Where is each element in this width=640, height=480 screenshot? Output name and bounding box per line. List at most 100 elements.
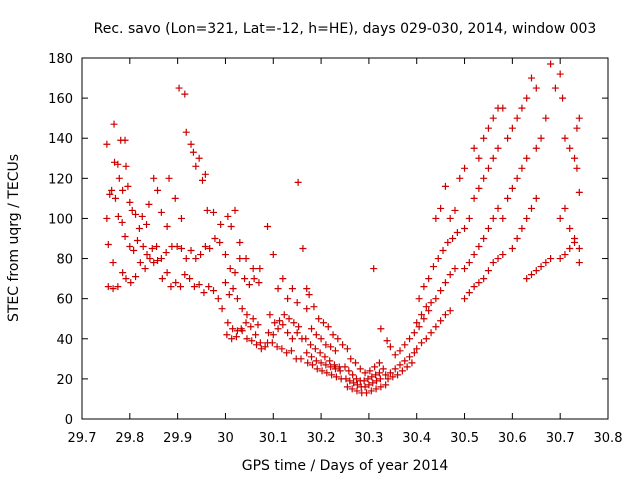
data-point [275, 317, 283, 325]
data-point [532, 267, 540, 275]
data-point [499, 104, 507, 112]
data-point [326, 357, 334, 365]
data-point [216, 239, 224, 247]
data-point [422, 335, 430, 343]
data-point [475, 184, 483, 192]
data-point [322, 361, 330, 369]
data-point [232, 333, 240, 341]
data-point [106, 190, 114, 198]
data-point [480, 235, 488, 242]
data-point [513, 235, 521, 242]
data-point [162, 249, 170, 257]
data-point [210, 208, 217, 216]
data-point [211, 235, 219, 242]
x-tick-label: 30.6 [498, 431, 527, 446]
data-point [293, 329, 301, 337]
data-point [336, 367, 344, 375]
y-tick-label: 180 [48, 52, 73, 67]
data-point [226, 265, 234, 273]
data-point [489, 114, 497, 122]
y-tick-label: 60 [56, 293, 73, 308]
data-point [499, 214, 507, 222]
data-point [287, 347, 295, 355]
data-point [127, 279, 135, 287]
data-point [345, 367, 353, 375]
data-point [135, 224, 143, 232]
data-point [249, 265, 257, 273]
data-point [465, 214, 473, 222]
data-point [415, 295, 423, 303]
data-point [278, 345, 286, 353]
data-point [104, 241, 112, 249]
data-point [303, 349, 311, 357]
data-point [150, 259, 158, 267]
data-point [456, 174, 464, 182]
x-tick-label: 30.5 [450, 431, 479, 446]
data-point [294, 178, 302, 186]
data-point [110, 120, 118, 128]
data-point [241, 275, 249, 283]
data-point [253, 341, 261, 349]
data-point [114, 212, 122, 220]
data-point [386, 369, 394, 377]
data-point [461, 164, 469, 172]
data-point [418, 311, 426, 319]
data-point [247, 323, 255, 331]
data-point [489, 259, 497, 267]
data-point [331, 347, 339, 355]
data-point [122, 275, 130, 283]
data-point [103, 214, 111, 222]
data-point [499, 251, 507, 259]
data-point [475, 154, 483, 162]
data-point [104, 283, 112, 291]
data-point [269, 251, 277, 259]
data-point [274, 285, 282, 293]
data-point [126, 243, 134, 251]
data-point [264, 222, 272, 230]
data-point [334, 335, 342, 343]
data-point [119, 186, 127, 194]
data-point [377, 325, 385, 333]
data-point [360, 377, 368, 385]
data-point [308, 325, 316, 333]
data-point [434, 255, 442, 263]
data-point [266, 311, 274, 319]
data-point [154, 186, 162, 194]
data-point [172, 279, 180, 287]
data-point [432, 214, 440, 222]
data-point [195, 154, 203, 162]
data-point [418, 339, 426, 347]
data-point [250, 275, 258, 283]
data-point [523, 214, 531, 222]
data-point [453, 228, 461, 236]
data-point [451, 206, 459, 214]
data-point [173, 243, 181, 251]
data-point [484, 224, 492, 232]
data-point [542, 114, 550, 122]
data-point [396, 361, 404, 369]
data-point [132, 210, 140, 218]
data-point [366, 367, 374, 375]
chart-title: Rec. savo (Lon=321, Lat=-12, h=HE), days… [94, 21, 597, 37]
data-point [111, 194, 119, 202]
data-point [349, 371, 357, 379]
data-point [317, 359, 325, 367]
data-point [518, 224, 526, 232]
data-point [187, 247, 195, 255]
data-point [242, 255, 250, 263]
data-point [206, 245, 214, 253]
data-point [254, 321, 262, 329]
x-tick-label: 29.7 [68, 431, 97, 446]
data-point [446, 271, 454, 279]
data-point [268, 339, 276, 347]
data-point [446, 307, 454, 315]
data-point [177, 245, 185, 253]
data-point [368, 373, 376, 381]
data-point [163, 269, 171, 277]
data-point [389, 373, 397, 381]
data-point [396, 347, 404, 355]
data-point [182, 128, 190, 136]
data-point [118, 218, 126, 226]
data-point [256, 339, 264, 347]
data-point [422, 303, 430, 311]
